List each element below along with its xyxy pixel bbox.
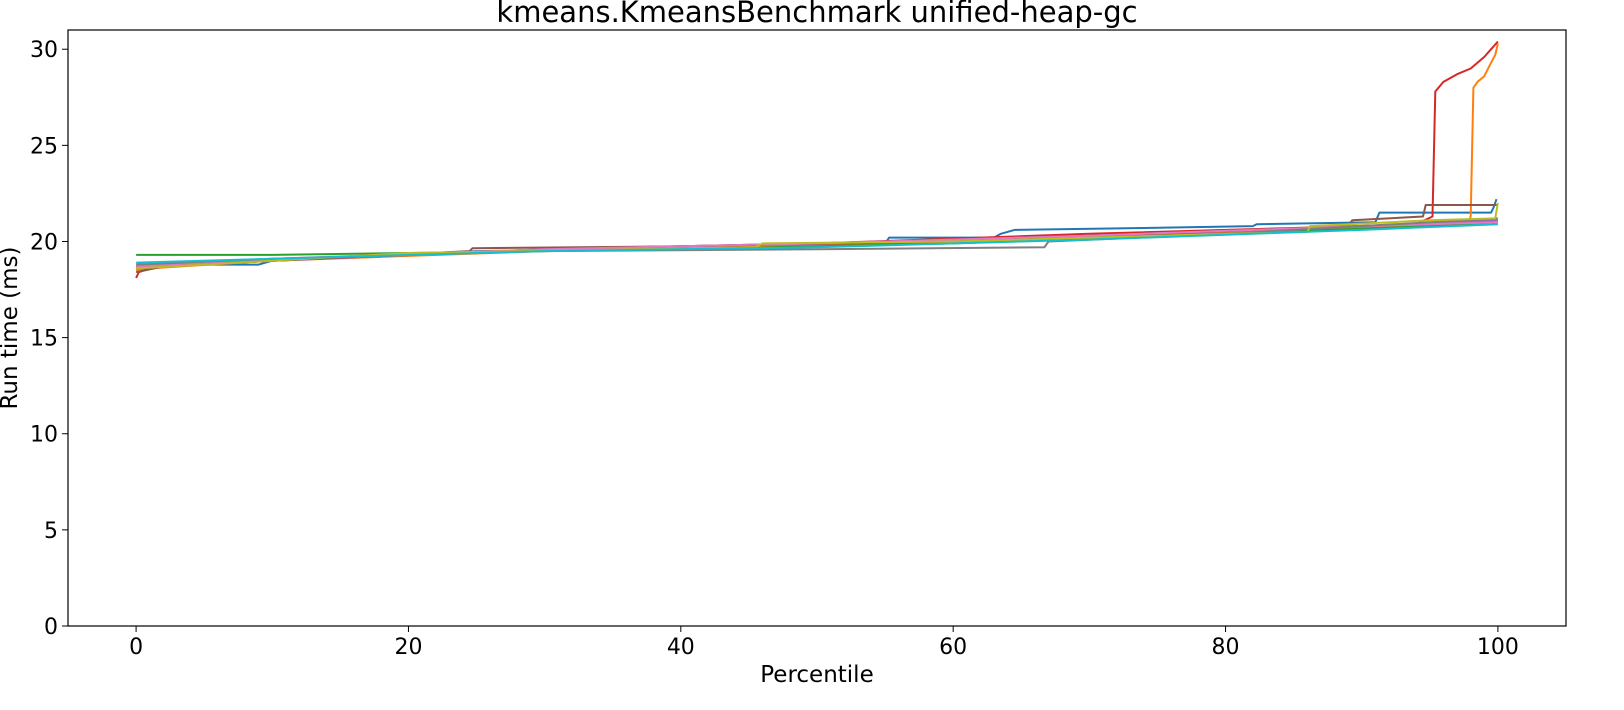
- series-line-10: [136, 223, 1498, 264]
- x-axis-label: Percentile: [760, 662, 873, 688]
- x-tick-label: 100: [1477, 635, 1519, 660]
- series-line-6: [135, 204, 1498, 274]
- x-tick-label: 80: [1212, 635, 1240, 660]
- series-line-2: [135, 43, 1499, 272]
- plot-area: [135, 40, 1499, 279]
- x-tick-label: 60: [939, 635, 967, 660]
- x-tick-label: 20: [394, 635, 422, 660]
- y-tick-label: 0: [44, 615, 58, 640]
- x-tick-label: 0: [129, 635, 143, 660]
- y-tick-label: 25: [30, 134, 58, 159]
- y-tick-label: 15: [30, 327, 58, 352]
- y-tick-label: 30: [30, 38, 58, 63]
- series-line-7: [136, 221, 1498, 268]
- y-axis-label: Run time (ms): [0, 246, 23, 409]
- y-axis: 0 5 10 15 20 25 30: [30, 38, 68, 640]
- y-tick-label: 20: [30, 230, 58, 255]
- y-tick-label: 10: [30, 423, 58, 448]
- x-tick-label: 40: [667, 635, 695, 660]
- y-tick-label: 5: [44, 519, 58, 544]
- plot-frame: [67, 29, 1567, 627]
- x-axis: 0 20 40 60 80 100: [129, 626, 1519, 660]
- chart-title: kmeans.KmeansBenchmark unified-heap-gc: [496, 0, 1137, 29]
